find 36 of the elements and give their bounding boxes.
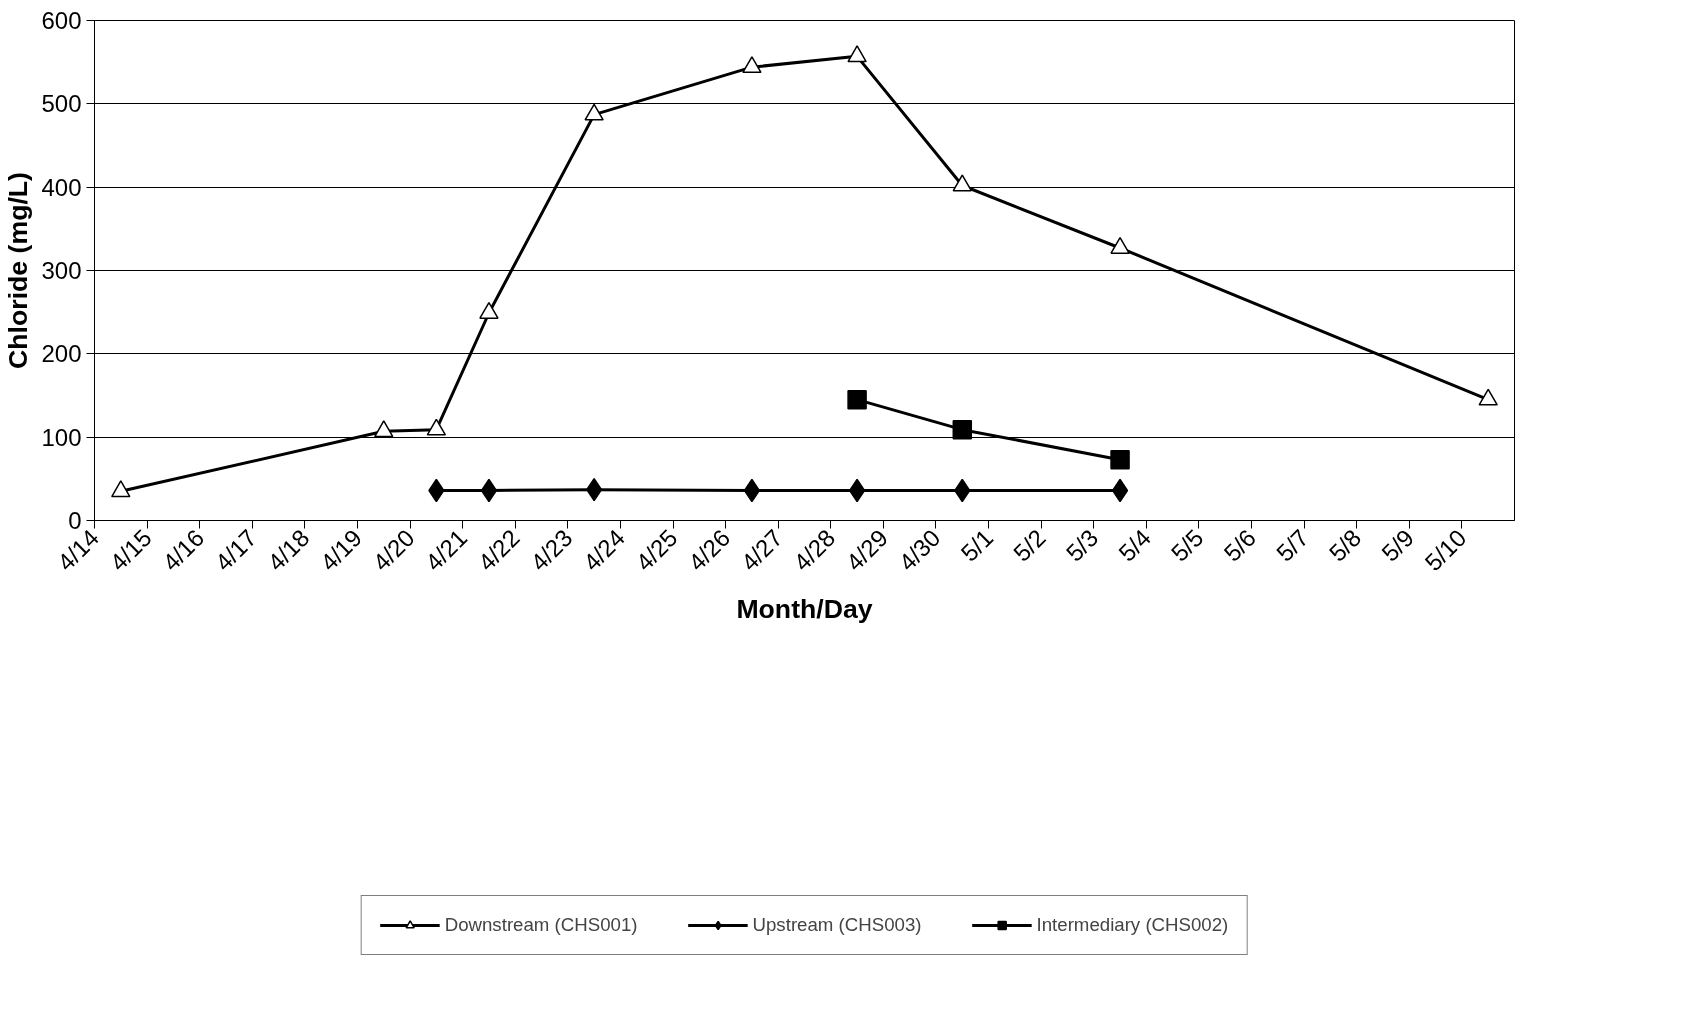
x-tick-label: 5/9 <box>1376 523 1419 567</box>
legend-label: Intermediary (CHS002) <box>1036 914 1229 936</box>
x-tick-label: 4/30 <box>893 523 946 577</box>
x-tick-label: 4/26 <box>683 523 736 577</box>
x-tick-label: 4/21 <box>420 523 473 577</box>
x-tick-label: 5/3 <box>1060 523 1104 567</box>
x-tick-label: 4/28 <box>788 523 841 577</box>
x-tick-label: 4/20 <box>367 523 420 577</box>
y-tick-label: 0 <box>68 507 82 534</box>
y-tick-label: 600 <box>41 7 82 34</box>
x-tick-label: 5/6 <box>1218 523 1262 567</box>
x-tick-label: 4/29 <box>840 523 893 577</box>
y-tick-label: 200 <box>41 340 82 368</box>
legend-label: Upstream (CHS003) <box>752 914 922 936</box>
x-tick-label: 4/22 <box>472 523 525 577</box>
x-tick-label: 5/7 <box>1270 523 1314 567</box>
x-tick-label: 4/18 <box>262 523 315 577</box>
x-tick-label: 4/27 <box>735 523 788 577</box>
x-tick-label: 4/17 <box>209 523 262 577</box>
x-tick-label: 5/5 <box>1165 523 1209 567</box>
x-tick-label: 4/16 <box>157 523 210 577</box>
x-tick-label: 4/24 <box>577 523 630 577</box>
x-tick-label: 5/8 <box>1323 523 1367 567</box>
x-tick-label: 5/10 <box>1419 523 1472 577</box>
x-tick-label: 4/19 <box>314 523 368 577</box>
y-axis-title: Chloride (mg/L) <box>3 172 34 369</box>
y-tick-label: 300 <box>41 257 82 284</box>
legend-label: Downstream (CHS001) <box>444 914 638 936</box>
x-tick-label: 5/4 <box>1113 523 1156 567</box>
y-tick-label: 400 <box>41 173 82 201</box>
y-tick-label: 100 <box>41 423 82 451</box>
x-tick-label: 5/1 <box>955 523 999 567</box>
x-tick-label: 4/23 <box>525 523 578 577</box>
y-tick-label: 500 <box>41 90 82 118</box>
x-axis-title: Month/Day <box>736 593 873 624</box>
x-tick-label: 5/2 <box>1008 523 1051 567</box>
